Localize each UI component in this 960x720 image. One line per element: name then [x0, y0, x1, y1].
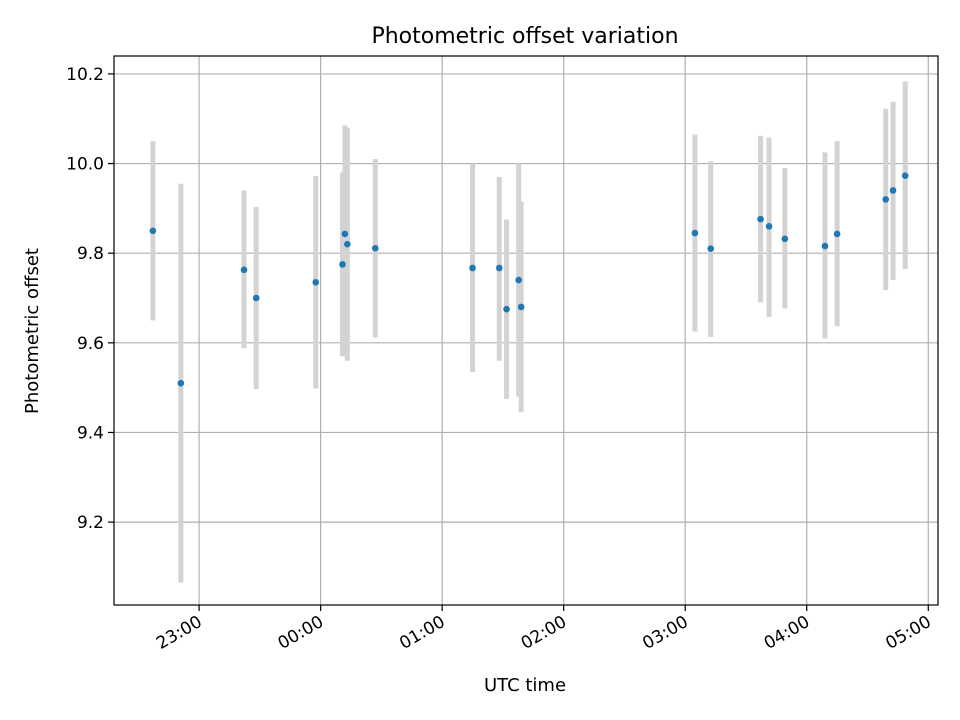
data-point — [149, 227, 157, 235]
y-tick-label: 9.6 — [77, 334, 104, 354]
data-point — [901, 172, 909, 179]
x-axis-label: UTC time — [484, 675, 566, 696]
data-point — [691, 229, 699, 237]
data-point — [781, 235, 789, 243]
data-point — [821, 242, 829, 250]
data-point — [312, 279, 320, 286]
data-point — [515, 276, 523, 284]
data-point — [344, 240, 351, 248]
data-point — [339, 261, 346, 268]
data-point — [495, 264, 503, 272]
data-point — [765, 223, 773, 230]
data-point — [882, 196, 890, 203]
data-point — [707, 245, 715, 253]
y-tick-label: 10.0 — [66, 155, 104, 175]
data-point — [469, 264, 476, 272]
data-point — [252, 294, 260, 302]
data-point — [757, 215, 764, 223]
chart-title: Photometric offset variation — [371, 24, 678, 49]
grid — [114, 56, 938, 605]
y-axis-label: Photometric offset — [22, 248, 43, 414]
y-tick-label: 10.2 — [66, 65, 104, 85]
data-point — [889, 187, 897, 194]
y-tick-label: 9.2 — [77, 513, 104, 533]
data-point — [341, 230, 349, 238]
y-tick-label: 9.8 — [77, 244, 104, 264]
data-point — [517, 303, 525, 311]
data-point — [833, 230, 841, 238]
y-tick-label: 9.4 — [77, 423, 104, 443]
data-points — [149, 172, 909, 387]
data-point — [240, 266, 248, 274]
data-point — [177, 379, 185, 387]
y-axis-ticks: 9.2 9.4 9.6 9.8 10.0 10.2 — [66, 65, 114, 533]
data-point — [371, 244, 379, 252]
plot-frame — [113, 55, 939, 606]
data-point — [503, 305, 510, 313]
